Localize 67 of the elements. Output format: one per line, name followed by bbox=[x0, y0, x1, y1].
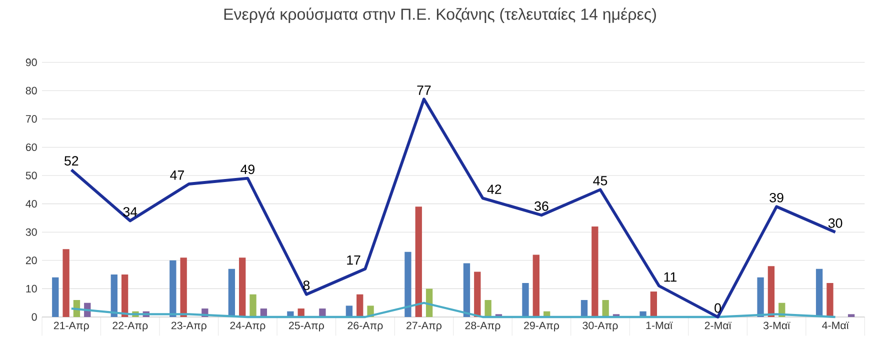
bar bbox=[170, 260, 176, 317]
data-label: 8 bbox=[303, 280, 310, 290]
x-tick-label: 3-Μαϊ bbox=[763, 322, 790, 330]
data-label: 34 bbox=[123, 207, 138, 217]
bar bbox=[474, 272, 481, 317]
bar bbox=[426, 288, 433, 317]
bar bbox=[356, 294, 364, 317]
data-label: 17 bbox=[347, 255, 360, 265]
bar bbox=[826, 283, 834, 317]
bar bbox=[768, 266, 775, 317]
bar bbox=[848, 314, 855, 317]
bar bbox=[121, 274, 128, 317]
bar bbox=[816, 268, 823, 317]
bar bbox=[180, 258, 187, 317]
data-label: 77 bbox=[417, 86, 431, 95]
data-label: 49 bbox=[240, 164, 254, 174]
bar bbox=[592, 226, 598, 317]
data-label: 39 bbox=[770, 192, 784, 202]
x-tick-label: 2-Μαϊ bbox=[704, 322, 732, 330]
x-tick-label: 28-Απρ bbox=[465, 322, 500, 332]
bar bbox=[602, 300, 609, 317]
y-tick-label: 70 bbox=[26, 115, 37, 123]
data-label: 42 bbox=[487, 184, 502, 194]
y-tick-label: 60 bbox=[26, 143, 37, 151]
bar bbox=[346, 306, 353, 317]
y-tick-label: 0 bbox=[32, 313, 37, 321]
bar bbox=[62, 249, 70, 317]
bar bbox=[250, 294, 256, 317]
bar bbox=[532, 254, 540, 317]
y-tick-label: 80 bbox=[26, 86, 37, 94]
x-tick-label: 1-Μαϊ bbox=[646, 322, 673, 330]
x-tick-label: 4-Μαϊ bbox=[822, 322, 850, 330]
data-label: 45 bbox=[593, 176, 608, 186]
y-tick-label: 40 bbox=[26, 200, 37, 208]
data-label: 47 bbox=[170, 170, 184, 180]
x-tick-label: 23-Απρ bbox=[171, 322, 206, 332]
y-tick-label: 20 bbox=[26, 256, 37, 264]
bar bbox=[52, 277, 59, 317]
bar bbox=[463, 263, 470, 317]
bar bbox=[484, 300, 492, 317]
x-tick-label: 29-Απρ bbox=[524, 322, 560, 332]
bar bbox=[415, 206, 422, 317]
x-tick-label: 22-Απρ bbox=[112, 322, 148, 332]
bar bbox=[580, 300, 588, 317]
bar bbox=[228, 268, 236, 317]
bar bbox=[404, 252, 412, 317]
x-tick-label: 26-Απρ bbox=[348, 322, 383, 332]
y-tick-label: 90 bbox=[26, 58, 37, 66]
data-label: 11 bbox=[664, 272, 676, 282]
x-tick-label: 27-Απρ bbox=[406, 322, 442, 332]
y-tick-label: 30 bbox=[26, 228, 37, 236]
bar bbox=[522, 283, 529, 317]
bar bbox=[110, 274, 118, 317]
data-label: 30 bbox=[828, 218, 842, 228]
x-tick-label: 30-Απρ bbox=[582, 322, 618, 332]
bar bbox=[757, 277, 764, 317]
bar bbox=[239, 258, 246, 317]
y-tick-label: 50 bbox=[26, 172, 37, 180]
bar bbox=[650, 292, 658, 317]
x-tick-label: 21-Απρ bbox=[54, 322, 89, 332]
data-label: 52 bbox=[64, 156, 78, 166]
y-tick-label: 10 bbox=[26, 284, 37, 292]
chart-title: Ενεργά κρούσματα στην Π.Ε. Κοζάνης (τελευταίες 14 ημέρες) bbox=[224, 8, 656, 24]
data-label: 36 bbox=[534, 201, 548, 211]
x-tick-label: 24-Απρ bbox=[230, 322, 266, 332]
x-tick-label: 25-Απρ bbox=[289, 322, 324, 332]
data-label: 0 bbox=[714, 303, 721, 313]
